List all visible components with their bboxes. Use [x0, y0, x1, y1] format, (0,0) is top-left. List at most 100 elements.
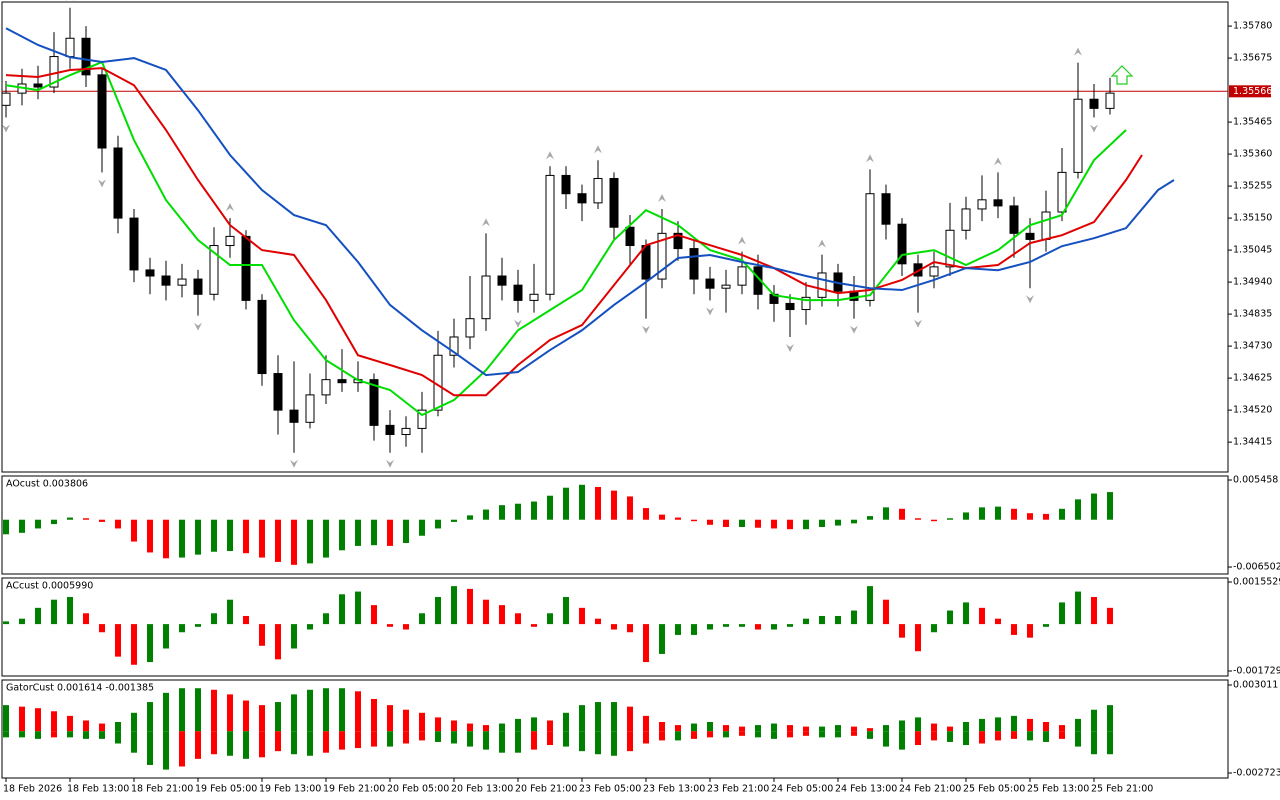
histogram-bar: [291, 624, 297, 649]
histogram-bar: [131, 624, 137, 665]
histogram-bar: [419, 613, 425, 625]
histogram-bar: [275, 519, 281, 562]
gator-bar: [611, 731, 617, 756]
gator-bar: [899, 731, 905, 750]
gator-bar: [3, 731, 9, 738]
x-tick-label: 24 Feb 13:00: [835, 784, 897, 795]
candle-body: [929, 266, 939, 277]
histogram-bar: [355, 591, 361, 625]
histogram-bar: [787, 519, 793, 530]
x-tick-label: 18 Feb 2026: [3, 784, 62, 795]
gator-bar: [851, 731, 857, 736]
gator-bar: [387, 705, 393, 732]
x-tick-label: 25 Feb 13:00: [1027, 784, 1089, 795]
gator-bar: [371, 698, 377, 732]
histogram-bar: [963, 602, 969, 625]
histogram-bar: [675, 624, 681, 635]
gator-bar: [1091, 709, 1097, 732]
y-tick-label: 1.34835: [1233, 309, 1272, 320]
gator-bar: [1043, 722, 1049, 732]
histogram-bar: [883, 507, 889, 520]
candle-body: [609, 177, 619, 228]
gator-bar: [3, 705, 9, 732]
gator-bar: [547, 720, 553, 732]
gator-bar: [51, 711, 57, 732]
histogram-bar: [243, 519, 249, 554]
fractal-down: [514, 319, 522, 328]
histogram-bar: [19, 519, 25, 533]
histogram-bar: [547, 613, 553, 625]
candle-body: [97, 74, 107, 149]
histogram-bar: [115, 624, 121, 657]
gator-bar: [547, 731, 553, 746]
gator-bar: [291, 694, 297, 732]
gator-bar: [819, 726, 825, 732]
gator-bar: [515, 731, 521, 753]
gator-bar: [227, 694, 233, 732]
histogram-bar: [467, 588, 473, 625]
candle-body: [225, 235, 235, 247]
candle-body: [785, 302, 795, 311]
fractal-up: [66, 0, 74, 1]
gator-bar: [323, 688, 329, 732]
gator-bar: [1075, 731, 1081, 747]
fractal-up: [226, 203, 234, 212]
candle-body: [417, 409, 427, 429]
histogram-bar: [803, 519, 809, 530]
candle-body: [161, 275, 171, 286]
gator-bar: [163, 731, 169, 770]
gator-bar: [691, 723, 697, 732]
fractal-down: [1090, 124, 1098, 133]
histogram-bar: [387, 519, 393, 546]
x-tick-label: 24 Feb 21:00: [899, 784, 961, 795]
candle-body: [961, 208, 971, 231]
x-tick-label: 18 Feb 13:00: [67, 784, 129, 795]
histogram-bar: [899, 624, 905, 638]
panel-frame: [1, 577, 1229, 677]
gator-bar: [963, 722, 969, 732]
fractal-up: [1074, 47, 1082, 56]
fractal-down: [914, 319, 922, 328]
gator-bar: [387, 731, 393, 747]
histogram-bar: [1027, 513, 1033, 520]
y-tick-label: 1.35675: [1233, 53, 1272, 64]
gator-bar: [499, 731, 505, 753]
histogram-bar: [1091, 596, 1097, 625]
histogram-bar: [547, 495, 553, 520]
fractal-down: [290, 459, 298, 468]
histogram-bar: [1011, 624, 1017, 635]
gator-bar: [451, 731, 457, 744]
gator-bar: [1107, 731, 1113, 755]
gator-bar: [883, 731, 889, 747]
histogram-bar: [531, 501, 537, 520]
histogram-bar: [515, 613, 521, 625]
gator-bar: [19, 706, 25, 732]
histogram-bar: [691, 624, 697, 635]
gator-bar: [611, 702, 617, 732]
candle-body: [577, 193, 587, 204]
histogram-bar: [707, 624, 713, 630]
histogram-bar: [307, 519, 313, 564]
candle-body: [945, 229, 955, 268]
histogram-bar: [163, 624, 169, 649]
histogram-bar: [147, 624, 153, 663]
gator-bar: [131, 712, 137, 732]
histogram-bar: [83, 518, 89, 520]
fractal-up: [658, 193, 666, 202]
gator-bar: [307, 731, 313, 756]
gator-bar: [899, 720, 905, 732]
histogram-bar: [707, 519, 713, 525]
histogram-bar: [579, 484, 585, 520]
gator-bar: [979, 718, 985, 732]
gator-bar: [739, 726, 745, 732]
histogram-bar: [67, 596, 73, 625]
x-tick-label: 23 Feb 21:00: [707, 784, 769, 795]
histogram-bar: [163, 519, 169, 559]
gator-bar: [531, 731, 537, 750]
gator-bar: [179, 688, 185, 732]
gator-bar: [931, 723, 937, 732]
histogram-bar: [611, 490, 617, 520]
gator-bar: [99, 723, 105, 732]
